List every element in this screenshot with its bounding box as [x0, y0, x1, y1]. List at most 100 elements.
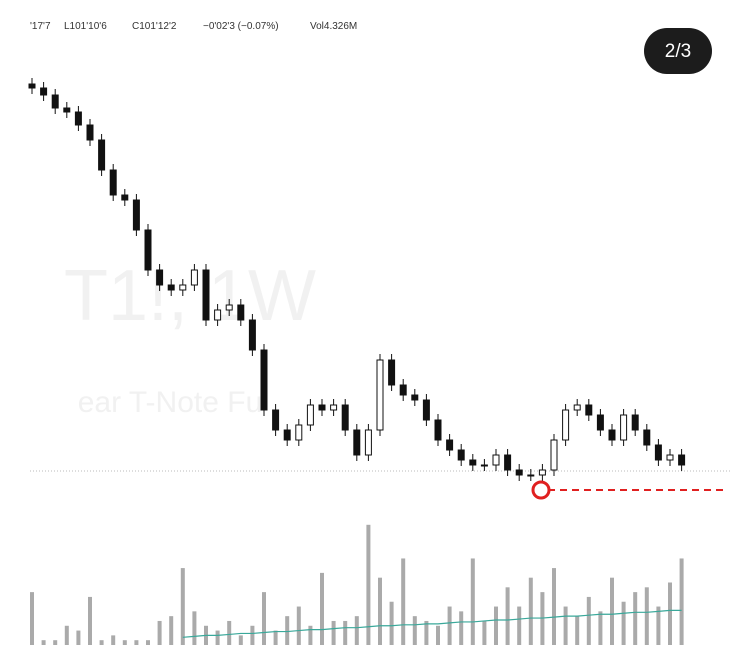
volume-bar	[134, 640, 139, 645]
volume-bar	[343, 620, 348, 645]
candle-body	[318, 404, 326, 411]
page-badge: 2/3	[665, 41, 691, 62]
volume-bar	[563, 606, 568, 645]
volume-bar	[494, 606, 498, 645]
candle-body	[295, 424, 303, 441]
candle-body	[353, 429, 361, 456]
volume-bar	[64, 625, 69, 645]
candle-body	[51, 94, 59, 109]
candle-body	[341, 404, 349, 431]
volume-bar	[668, 582, 672, 645]
candle-body	[654, 444, 662, 461]
volume-bar	[169, 616, 174, 645]
volume-bar	[238, 635, 243, 645]
ohlc-item: Vol4.326M	[310, 21, 357, 32]
candle-body	[179, 284, 187, 291]
candle-body	[562, 409, 570, 441]
candle-body	[248, 319, 256, 351]
candle-body	[457, 449, 465, 461]
candle-body	[434, 419, 442, 441]
candle-body	[469, 459, 477, 466]
candle-body	[237, 304, 245, 321]
volume-bar	[378, 577, 382, 645]
volume-bar	[157, 620, 162, 645]
candle-body	[225, 304, 233, 311]
candle-body	[550, 439, 558, 471]
volume-bar	[389, 601, 394, 645]
ohlc-item: C101'12'2	[132, 21, 177, 32]
candle-body	[666, 454, 674, 461]
volume-bar	[53, 640, 58, 645]
volume-bar	[424, 620, 429, 645]
volume-bar	[146, 640, 150, 645]
candle-body	[214, 309, 222, 321]
candle-body	[504, 454, 512, 471]
volume-bar	[470, 558, 475, 645]
candle-body	[585, 404, 593, 416]
volume-bar	[412, 616, 417, 645]
volume-bar	[633, 592, 638, 645]
volume-bar	[610, 577, 614, 645]
candle-body	[608, 429, 616, 441]
ohlc-item: L101'10'6	[64, 21, 107, 32]
volume-bar	[644, 587, 649, 645]
volume-bar	[296, 606, 301, 645]
candle-body	[109, 169, 117, 196]
ohlc-item: −0'02'3 (−0.07%)	[203, 21, 279, 32]
volume-bar	[111, 635, 116, 645]
candle-body	[596, 414, 604, 431]
candle-body	[376, 359, 384, 431]
volume-bar	[122, 640, 127, 645]
page-badge-bg	[644, 28, 712, 74]
candle-body	[538, 469, 546, 476]
volume-bar	[401, 558, 406, 645]
volume-bar	[482, 620, 487, 645]
candle-body	[63, 107, 71, 113]
volume-bar	[99, 640, 104, 645]
volume-bar	[366, 524, 371, 645]
volume-bar	[517, 606, 522, 645]
candle-body	[573, 404, 581, 411]
candle-body	[364, 429, 372, 456]
candle-body	[86, 124, 94, 141]
candle-body	[620, 414, 628, 441]
candle-body	[330, 404, 338, 411]
volume-ma-line	[182, 609, 682, 638]
watermark-symbol: T1!, 1W	[64, 256, 316, 336]
volume-bar	[192, 611, 197, 645]
volume-bar	[679, 558, 684, 645]
volume-bar	[262, 592, 266, 645]
volume-bar	[354, 616, 359, 645]
volume-bar	[180, 568, 185, 645]
volume-bar	[575, 616, 580, 645]
volume-bar	[250, 625, 255, 645]
volume-bar	[598, 611, 603, 645]
candle-body	[399, 384, 407, 396]
candle-body	[28, 83, 36, 89]
candle-body	[446, 439, 454, 451]
candle-body	[527, 474, 535, 477]
candle-body	[260, 349, 268, 411]
candle-body	[283, 429, 291, 441]
candle-body	[678, 454, 686, 466]
candle-body	[144, 229, 152, 271]
volume-bar	[436, 625, 440, 645]
volume-bar	[320, 572, 324, 645]
volume-bar	[215, 630, 220, 645]
candle-body	[272, 409, 280, 431]
candle-body	[388, 359, 396, 386]
volume-bar	[505, 587, 510, 645]
candle-body	[631, 414, 639, 431]
volume-bar	[447, 606, 452, 645]
candle-body	[121, 194, 129, 201]
ohlc-item: '17'7	[30, 21, 51, 32]
candle-body	[40, 87, 48, 96]
candle-body	[132, 199, 140, 231]
candle-body	[492, 454, 500, 466]
candle-body	[156, 269, 164, 286]
volume-bar	[331, 620, 336, 645]
candle-body	[643, 429, 651, 446]
volume-bar	[656, 606, 661, 645]
